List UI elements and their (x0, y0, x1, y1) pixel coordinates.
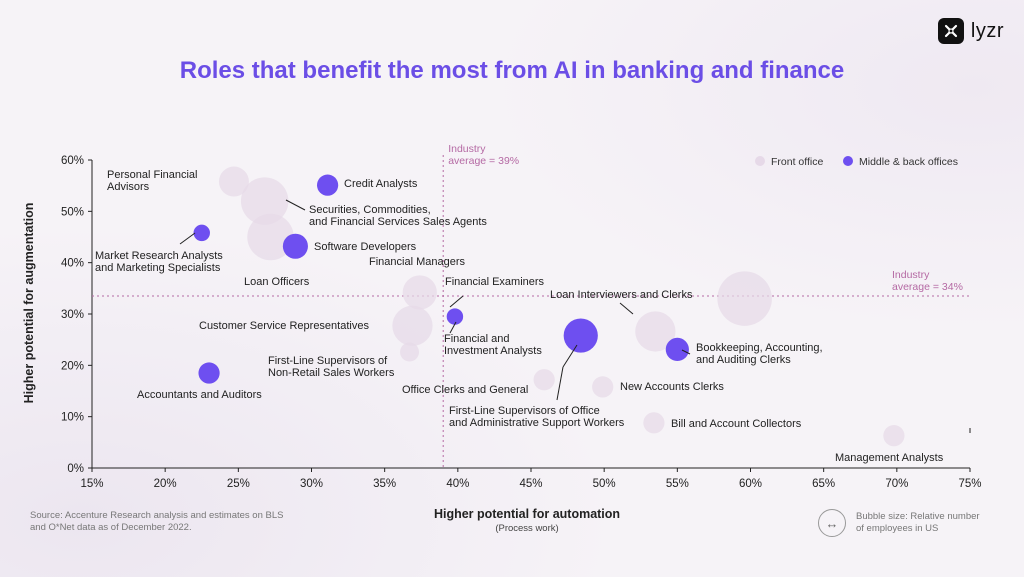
x-tick-label: 30% (300, 478, 323, 490)
x-tick-label: 35% (373, 478, 396, 490)
brand-name: lyzr (970, 19, 1004, 42)
bubble-label: Financial Managers (369, 256, 465, 268)
bubble-front-office (592, 376, 614, 398)
bubble-size-text: Bubble size: Relative number of employee… (856, 511, 980, 534)
bubble-label: Financial Examiners (445, 276, 545, 288)
bubble-front-office (533, 369, 555, 391)
legend-back-office-swatch (843, 156, 853, 166)
y-tick-label: 40% (61, 258, 84, 270)
bubble-label: Bookkeeping, Accounting, and Auditing Cle… (696, 342, 823, 366)
x-tick-label: 75% (958, 478, 981, 490)
bubble-back-office (198, 362, 220, 384)
legend-back-office-label: Middle & back offices (859, 156, 958, 168)
x-tick-label: 15% (80, 478, 103, 490)
x-tick-label: 65% (812, 478, 835, 490)
leader-line (449, 321, 457, 334)
leader-line (179, 232, 196, 245)
x-tick-label: 20% (154, 478, 177, 490)
bubble-label: Market Research Analysts and Marketing Sp… (95, 250, 223, 274)
bubble-label: Loan Officers (244, 276, 310, 288)
leader-line (562, 344, 578, 368)
legend-front-office-swatch (755, 156, 765, 166)
bubble-label: Office Clerks and General (402, 384, 528, 396)
bubble-label: Loan Interviewers and Clerks (550, 289, 693, 301)
bubble-front-office (643, 412, 665, 434)
bubble-back-office (316, 174, 339, 196)
y-axis-title: Higher potential for augmentation (22, 202, 36, 404)
x-tick-label: 70% (885, 478, 908, 490)
x-tick-label: 40% (446, 478, 469, 490)
y-tick-label: 20% (61, 360, 84, 372)
y-tick-label: 50% (61, 206, 84, 218)
bubble-label: New Accounts Clerks (620, 381, 724, 393)
y-tick-label: 30% (61, 309, 84, 321)
y-tick-label: 0% (67, 463, 84, 475)
bubble-label: Financial and Investment Analysts (444, 333, 542, 357)
bubble-front-office (400, 342, 420, 362)
industry-average-x-label: Industry average = 39% (448, 143, 519, 167)
industry-average-y-label: Industry average = 34% (892, 269, 963, 293)
bubble-label: Securities, Commodities, and Financial Se… (309, 204, 487, 228)
page-title: Roles that benefit the most from AI in b… (179, 57, 845, 84)
bubble-label: First-Line Supervisors of Non-Retail Sale… (268, 355, 395, 379)
x-tick-label: 60% (739, 478, 762, 490)
bubble-front-office (392, 305, 433, 346)
y-tick-label: 60% (61, 155, 84, 167)
leader-line (619, 302, 634, 315)
lyzr-logo-icon (937, 18, 964, 44)
bubble-front-office (218, 166, 249, 197)
brand-logo: lyzr (937, 18, 1004, 44)
bubble-label: Personal Financial Advisors (107, 169, 198, 193)
double-arrow-icon: ↔ (818, 509, 846, 537)
bubble-label: Accountants and Auditors (137, 389, 262, 401)
x-tick-label: 25% (227, 478, 250, 490)
bubble-back-office (193, 224, 210, 242)
bubble-front-office (717, 271, 772, 326)
bubble-back-office (563, 318, 598, 353)
leader-line (449, 295, 464, 308)
bubble-back-office (282, 233, 308, 259)
x-tick-label: 45% (519, 478, 542, 490)
x-axis-subtitle: (Process work) (495, 523, 559, 534)
bubble-label: Bill and Account Collectors (671, 418, 802, 430)
source-note: Source: Accenture Research analysis and … (30, 510, 284, 533)
y-tick-label: 10% (61, 412, 84, 424)
x-tick-label: 50% (593, 478, 616, 490)
bubble-front-office (883, 425, 905, 447)
bubble-label: First-Line Supervisors of Office and Admi… (449, 405, 625, 429)
bubble-label: Customer Service Representatives (199, 320, 369, 332)
bubble-front-office (240, 177, 289, 225)
x-axis-title: Higher potential for automation (433, 507, 621, 521)
x-tick-label: 55% (666, 478, 689, 490)
leader-line (556, 366, 564, 401)
bubble-back-office (446, 308, 464, 325)
leader-line (681, 349, 691, 355)
bubble-label: Credit Analysts (344, 178, 418, 190)
leader-line (285, 199, 306, 211)
bubble-front-office (247, 213, 294, 261)
bubble-label: Software Developers (314, 241, 417, 253)
bubble-label: Management Analysts (835, 452, 944, 464)
legend-front-office-label: Front office (771, 156, 823, 168)
bubble-back-office (665, 337, 689, 362)
bubble-front-office (635, 311, 676, 352)
bubble-size-note: ↔ Bubble size: Relative number of employ… (818, 509, 986, 537)
bubble-front-office (402, 275, 437, 310)
